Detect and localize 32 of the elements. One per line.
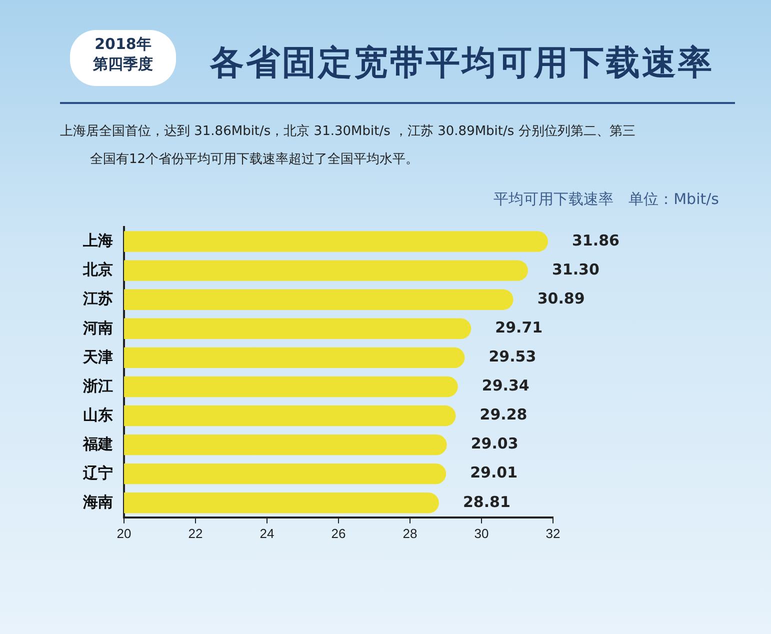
data-label: 31.86 [572, 231, 620, 250]
chart-title: 各省固定宽带平均可用下载速率 [210, 42, 714, 85]
data-label: 31.30 [552, 260, 600, 278]
text: 上海居全国首位，达到 31.86Mbit/s，北京 31.30Mbit/s ，江苏 30.89Mbit/s 分别位列第二、第三 [60, 123, 636, 140]
y-tick-label: 福建 [82, 436, 113, 453]
x-tick-label: 32 [546, 526, 560, 541]
y-tick-label: 浙江 [82, 378, 113, 395]
chart-subtitle: 2018年第四季度 [70, 30, 176, 86]
data-label: 29.34 [482, 376, 530, 395]
y-tick-label: 河南 [82, 320, 113, 337]
x-tick-label: 26 [331, 526, 346, 541]
text: 全国有12个省份平均可用下载速率超过了全国平均水平。 [90, 151, 419, 168]
data-label: 29.01 [470, 464, 518, 482]
x-tick-label: 30 [474, 526, 489, 541]
data-label: 29.28 [480, 406, 528, 424]
y-tick-label: 江苏 [82, 290, 113, 308]
data-label: 28.81 [462, 492, 510, 511]
y-tick-label: 天津 [82, 348, 113, 366]
x-tick-label: 28 [402, 526, 418, 541]
data-label: 30.89 [537, 289, 585, 308]
data-label: 29.71 [495, 318, 543, 337]
data-label: 29.03 [470, 434, 518, 453]
y-tick-label: 北京 [82, 260, 113, 279]
data-label: 29.53 [488, 348, 536, 366]
x-axis-title: 平均可用下载速率 单位：Mbit/s [494, 190, 719, 209]
y-tick-label: 山东 [83, 406, 113, 424]
x-tick-label: 24 [260, 526, 274, 541]
x-tick-label: 20 [116, 526, 132, 541]
y-tick-label: 海南 [82, 494, 113, 512]
x-tick-label: 22 [188, 526, 203, 541]
y-tick-label: 辽宁 [82, 464, 113, 482]
y-tick-label: 上海 [82, 232, 113, 250]
